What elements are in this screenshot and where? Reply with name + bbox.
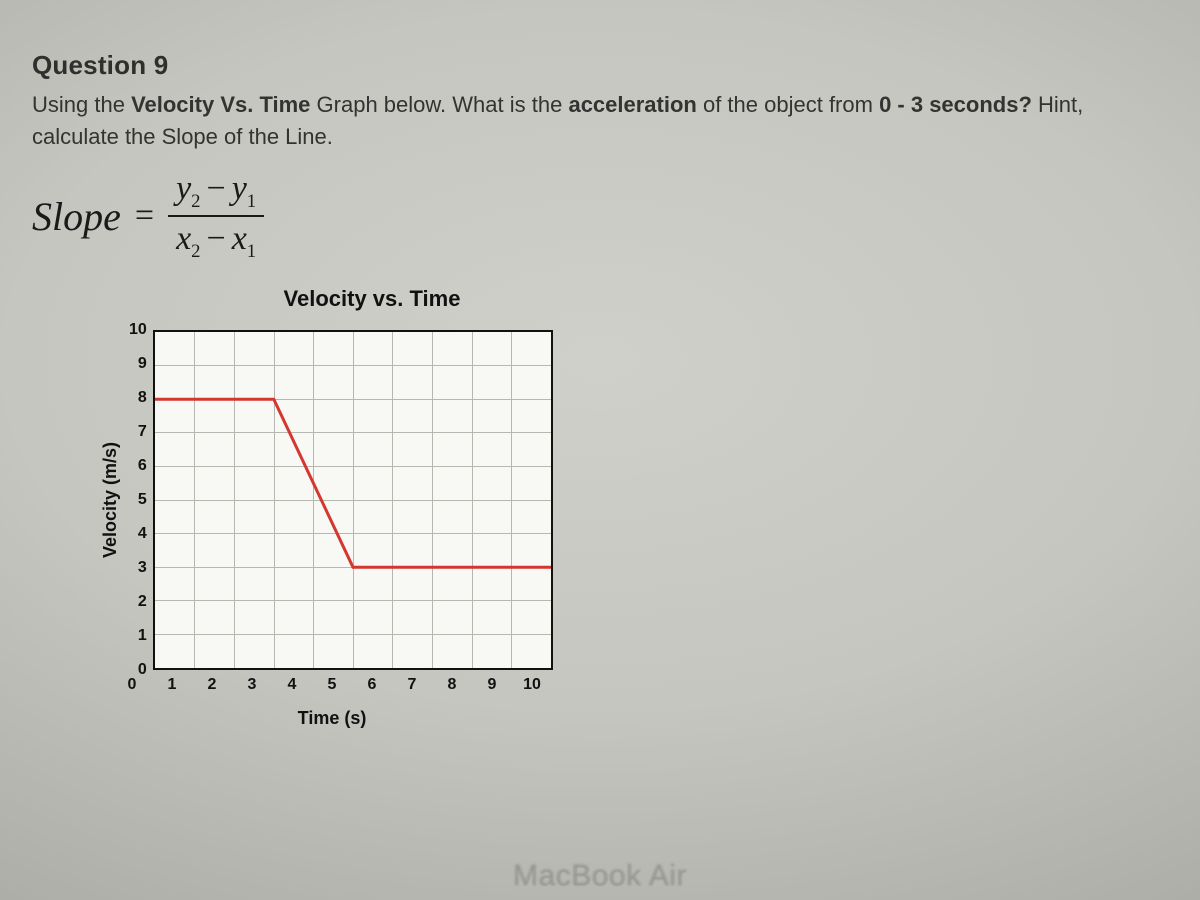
qtext-bold: acceleration (568, 92, 696, 117)
sub-2: 2 (191, 191, 200, 212)
y-axis-ticks: 109876543210 (129, 330, 153, 670)
sub-1: 1 (247, 241, 256, 262)
question-heading: Question 9 (32, 50, 1180, 81)
qtext-part: Graph below. What is the (310, 92, 568, 117)
x-axis-label: Time (s) (298, 708, 367, 729)
minus: − (201, 220, 232, 257)
var-x1: x (232, 220, 247, 257)
screen-content: Question 9 Using the Velocity Vs. Time G… (20, 30, 1180, 840)
x-axis-ticks: 012345678910 (132, 670, 532, 694)
formula-numerator: y2−y1 (168, 171, 264, 211)
question-text: Using the Velocity Vs. Time Graph below.… (32, 89, 1132, 153)
formula-equals: = (135, 197, 154, 235)
qtext-part: Using the (32, 92, 131, 117)
data-line-svg (155, 332, 551, 668)
fraction-bar (168, 215, 264, 217)
plot-area (153, 330, 553, 670)
qtext-part: of the object from (697, 92, 879, 117)
formula-label: Slope (32, 193, 121, 240)
data-line (155, 399, 551, 567)
sub-1: 1 (247, 191, 256, 212)
var-y1: y (232, 170, 247, 207)
var-x2: x (176, 220, 191, 257)
formula-fraction: y2−y1 x2−x1 (168, 171, 264, 262)
macbook-text: MacBook Air (513, 858, 687, 891)
formula-denominator: x2−x1 (168, 221, 264, 261)
velocity-time-chart: Velocity vs. Time Velocity (m/s) 1098765… (100, 286, 620, 729)
chart-title: Velocity vs. Time (124, 286, 620, 312)
qtext-bold: Velocity Vs. Time (131, 92, 310, 117)
minus: − (201, 170, 232, 207)
macbook-label: MacBook Air (0, 858, 1200, 892)
qtext-bold: 0 - 3 seconds? (879, 92, 1032, 117)
y-axis-label: Velocity (m/s) (100, 442, 121, 558)
sub-2: 2 (191, 241, 200, 262)
slope-formula: Slope = y2−y1 x2−x1 (32, 171, 1180, 262)
var-y2: y (176, 170, 191, 207)
photo-background: Question 9 Using the Velocity Vs. Time G… (0, 0, 1200, 900)
